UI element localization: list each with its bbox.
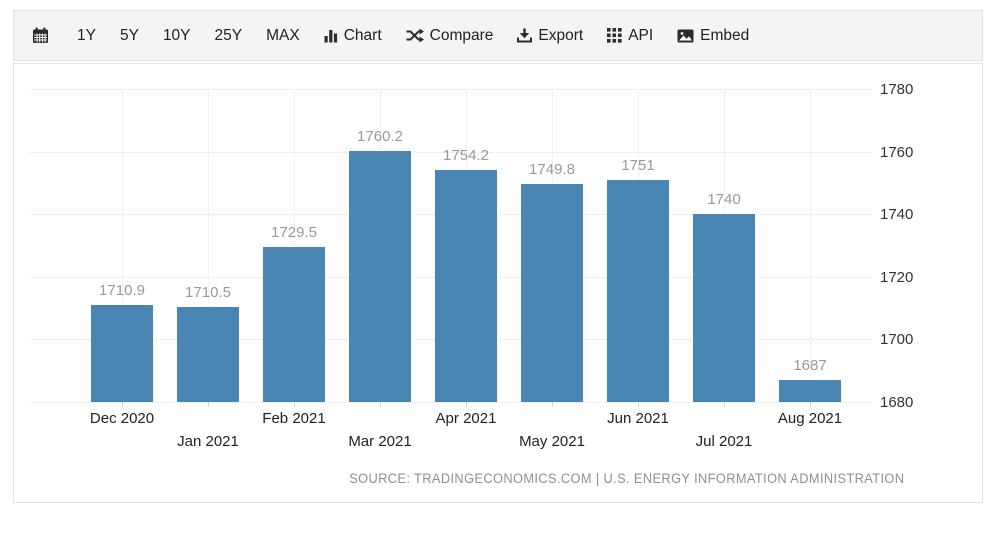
x-axis-tick [466,402,467,407]
bar-apr-2021[interactable] [435,169,497,402]
chart-type-button[interactable]: Chart [312,11,394,60]
bar-slot: 1749.8 May 2021 [509,89,595,450]
range-max-label: MAX [266,26,300,44]
bar-jul-2021[interactable] [693,214,755,402]
api-button[interactable]: API [595,11,665,60]
bar-slot: 1729.5 Feb 2021 [251,89,337,427]
value-label: 1740 [707,191,741,209]
bar-mar-2021[interactable] [349,150,411,402]
y-axis-tick-label: 1720 [880,268,914,286]
x-axis-label: Jan 2021 [177,433,239,450]
range-25y-label: 25Y [214,26,243,44]
bar-slot: 1740 Jul 2021 [681,89,767,450]
range-10y-label: 10Y [162,26,191,44]
vertical-gridline [208,89,209,402]
x-axis-label: Dec 2020 [89,410,155,427]
bar-slot: 1710.5 Jan 2021 [165,89,251,450]
value-label: 1760.2 [357,127,403,145]
x-axis-label: Mar 2021 [348,433,412,450]
range-10y-button[interactable]: 10Y [151,11,203,60]
chart-toolbar: 1Y 5Y 10Y 25Y MAX Chart [13,10,983,61]
x-axis-label: Aug 2021 [777,410,843,427]
x-axis-tick [208,402,209,407]
gridline [31,402,871,403]
chart-type-label: Chart [343,26,382,44]
bar-slot: 1760.2 Mar 2021 [337,89,423,450]
y-axis-tick-label: 1780 [880,81,914,98]
bar-slot: 1710.9 Dec 2020 [79,89,165,427]
bar-dec-2020[interactable] [91,305,153,402]
range-5y-button[interactable]: 5Y [108,11,151,60]
y-axis-tick-label: 1700 [880,331,914,349]
gridline [31,89,871,90]
calendar-icon [32,27,49,44]
x-axis-label: Jun 2021 [607,410,669,427]
x-axis-tick [724,402,725,407]
x-axis-tick [552,402,553,407]
export-label: Export [538,26,584,44]
x-axis-tick [810,402,811,407]
bar-aug-2021[interactable] [779,380,841,402]
value-label: 1729.5 [271,224,317,242]
x-axis-label: Apr 2021 [435,410,497,427]
range-25y-button[interactable]: 25Y [203,11,255,60]
gridline [31,151,871,153]
api-label: API [628,26,654,44]
bar-slot: 1754.2 Apr 2021 [423,89,509,427]
x-axis-tick [380,402,381,407]
x-axis-tick [294,402,295,407]
calendar-button[interactable] [28,11,65,60]
bar-slot: 1687 Aug 2021 [767,89,853,427]
x-axis-tick [638,402,639,407]
value-label: 1749.8 [529,160,575,178]
range-1y-button[interactable]: 1Y [65,11,108,60]
embed-button[interactable]: Embed [665,11,761,60]
compare-label: Compare [429,26,494,44]
grid-icon [607,28,622,43]
value-label: 1710.5 [185,283,231,301]
value-label: 1751 [621,156,655,174]
y-axis-labels: 1680 1700 1720 1740 1760 1780 [880,82,980,410]
value-label: 1754.2 [443,146,489,164]
bars-container: 1710.9 Dec 2020 1710.5 Jan 2021 1729.5 Feb 20… [79,89,853,450]
y-axis-tick-label: 1760 [880,143,914,161]
y-axis-tick-label: 1740 [880,206,914,224]
export-button[interactable]: Export [505,11,595,60]
compare-button[interactable]: Compare [394,11,506,60]
y-axis-tick-label: 1680 [880,394,914,411]
value-label: 1687 [793,357,827,375]
value-label: 1710.9 [99,282,145,300]
range-5y-label: 5Y [119,26,139,44]
bar-slot: 1751 Jun 2021 [595,89,681,427]
x-axis-label: May 2021 [519,433,585,450]
x-axis-tick [122,402,123,407]
embed-label: Embed [700,26,750,44]
source-credit: SOURCE: TRADINGECONOMICS.COM | U.S. ENER… [348,471,904,486]
bar-chart-icon [324,28,338,43]
bar-jan-2021[interactable] [177,306,239,402]
vertical-gridline [122,89,123,402]
bar-jun-2021[interactable] [607,179,669,402]
shuffle-icon [406,28,424,43]
bar-feb-2021[interactable] [263,247,325,402]
bar-may-2021[interactable] [521,183,583,402]
x-axis-label: Jul 2021 [695,433,753,450]
range-max-button[interactable]: MAX [254,11,312,60]
image-icon [677,29,694,43]
vertical-gridline [810,89,811,402]
download-icon [517,28,533,43]
x-axis-label: Feb 2021 [262,410,326,427]
vertical-gridline [294,89,295,402]
range-1y-label: 1Y [77,26,96,44]
chart-panel: 1680 1700 1720 1740 1760 1780 1710.9 Dec 2020 1… [13,63,983,503]
